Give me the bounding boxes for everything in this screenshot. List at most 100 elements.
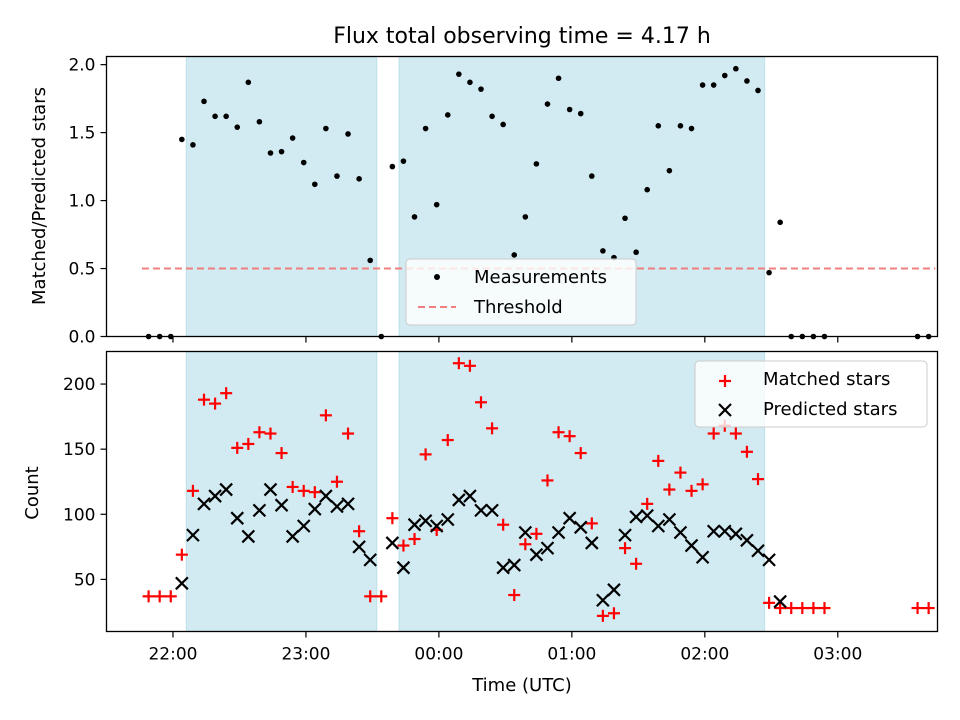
- predicted-star-marker: [551, 525, 566, 540]
- measurement-point: [733, 65, 739, 72]
- matched-star-marker: [297, 484, 310, 497]
- matched-star-marker: [652, 454, 665, 467]
- matched-star-marker: [541, 474, 554, 487]
- matched-star-marker: [596, 609, 609, 622]
- measurement-point: [323, 125, 329, 132]
- matched-star-marker: [330, 475, 343, 488]
- matched-star-marker: [630, 557, 643, 570]
- predicted-star-marker: [562, 511, 577, 525]
- marker-stroke: [341, 497, 355, 511]
- marker-stroke: [285, 529, 300, 544]
- measurement-point: [312, 181, 318, 188]
- marker-stroke: [230, 511, 245, 525]
- predicted-star-marker: [396, 560, 411, 575]
- predicted-stars-markers: [175, 482, 787, 609]
- marker-stroke: [385, 536, 400, 550]
- measurement-point: [256, 118, 263, 125]
- marker-stroke: [263, 482, 278, 497]
- observing-window-band: [185, 56, 378, 337]
- marker-stroke: [773, 594, 787, 609]
- measurement-point: [777, 219, 783, 226]
- measurement-point: [278, 148, 285, 155]
- matched-star-marker: [142, 590, 155, 603]
- predicted-star-marker: [585, 536, 599, 550]
- predicted-star-marker: [706, 524, 721, 538]
- marker-stroke: [640, 508, 654, 523]
- y-tick-label: 50: [74, 570, 96, 590]
- legend-measurements-label: Measurements: [474, 267, 607, 288]
- matched-star-marker: [486, 422, 499, 435]
- measurement-point: [289, 135, 296, 141]
- marker-stroke: [529, 547, 544, 562]
- matched-star-marker: [508, 589, 521, 602]
- predicted-star-marker: [485, 503, 499, 518]
- matched-star-marker: [796, 602, 809, 615]
- predicted-star-marker: [197, 497, 211, 511]
- predicted-star-marker: [507, 558, 522, 572]
- marker-stroke: [596, 593, 610, 608]
- measurement-point: [600, 248, 606, 254]
- marker-stroke: [219, 482, 233, 497]
- measurement-point: [433, 201, 440, 208]
- matched-star-marker: [397, 539, 410, 552]
- marker-stroke: [274, 498, 289, 512]
- matched-star-marker: [707, 427, 720, 440]
- measurement-point: [201, 98, 207, 105]
- matched-star-marker: [552, 426, 565, 439]
- x-tick-label: 02:00: [680, 645, 729, 665]
- predicted-star-marker: [751, 543, 765, 558]
- measurement-point: [456, 71, 462, 77]
- measurement-point: [345, 131, 351, 137]
- top-y-axis-label: Matched/Predicted stars: [29, 87, 50, 305]
- matched-star-marker: [153, 590, 166, 603]
- legend-predicted-label: Predicted stars: [763, 399, 897, 420]
- top-y-axis: 0.0 0.5 1.0 1.5 2.0: [68, 56, 107, 348]
- measurement-point: [633, 249, 639, 256]
- measurement-point: [522, 214, 529, 220]
- predicted-star-marker: [684, 538, 699, 553]
- measurement-point: [577, 110, 584, 117]
- y-tick-label: 1.5: [68, 124, 95, 144]
- measurement-point: [688, 125, 695, 132]
- predicted-star-marker: [607, 583, 621, 597]
- predicted-star-marker: [385, 536, 400, 550]
- marker-stroke: [618, 528, 632, 542]
- predicted-star-marker: [175, 576, 189, 591]
- marker-stroke: [684, 538, 699, 553]
- y-tick-label: 100: [63, 505, 95, 525]
- measurement-point: [444, 112, 451, 118]
- y-tick-label: 2.0: [68, 56, 95, 76]
- predicted-star-marker: [274, 498, 289, 512]
- predicted-star-marker: [407, 517, 422, 532]
- matched-star-marker: [275, 447, 288, 460]
- matched-star-marker: [419, 448, 432, 461]
- predicted-star-marker: [285, 529, 300, 544]
- matched-star-marker: [408, 533, 421, 546]
- predicted-star-marker: [651, 519, 666, 533]
- marker-stroke: [729, 527, 743, 541]
- y-tick-label: 1.0: [68, 192, 95, 212]
- predicted-star-marker: [640, 508, 654, 523]
- predicted-star-marker: [629, 510, 643, 524]
- matched-star-marker: [286, 480, 299, 493]
- predicted-star-marker: [773, 594, 787, 609]
- measurement-point: [411, 214, 418, 220]
- matched-star-marker: [242, 437, 255, 450]
- matched-star-marker: [619, 542, 632, 555]
- marker-stroke: [197, 497, 211, 511]
- matched-star-marker: [607, 607, 620, 620]
- measurement-point: [500, 121, 506, 128]
- predicted-star-marker: [241, 529, 256, 544]
- matched-star-marker: [253, 426, 266, 439]
- predicted-star-marker: [330, 499, 344, 514]
- matched-star-marker: [475, 396, 488, 409]
- matched-star-marker: [696, 478, 709, 491]
- matched-star-marker: [497, 518, 510, 531]
- measurement-point: [334, 173, 340, 179]
- predicted-star-marker: [463, 489, 477, 503]
- measurement-point: [544, 101, 551, 107]
- marker-stroke: [562, 511, 577, 525]
- marker-stroke: [330, 499, 344, 514]
- predicted-star-marker: [529, 547, 544, 562]
